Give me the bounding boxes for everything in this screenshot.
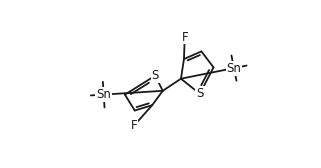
Text: Sn: Sn: [227, 62, 241, 75]
Text: F: F: [131, 119, 137, 132]
Text: S: S: [196, 87, 204, 100]
Text: Sn: Sn: [96, 88, 111, 101]
Text: S: S: [152, 69, 159, 82]
Text: F: F: [181, 31, 188, 44]
